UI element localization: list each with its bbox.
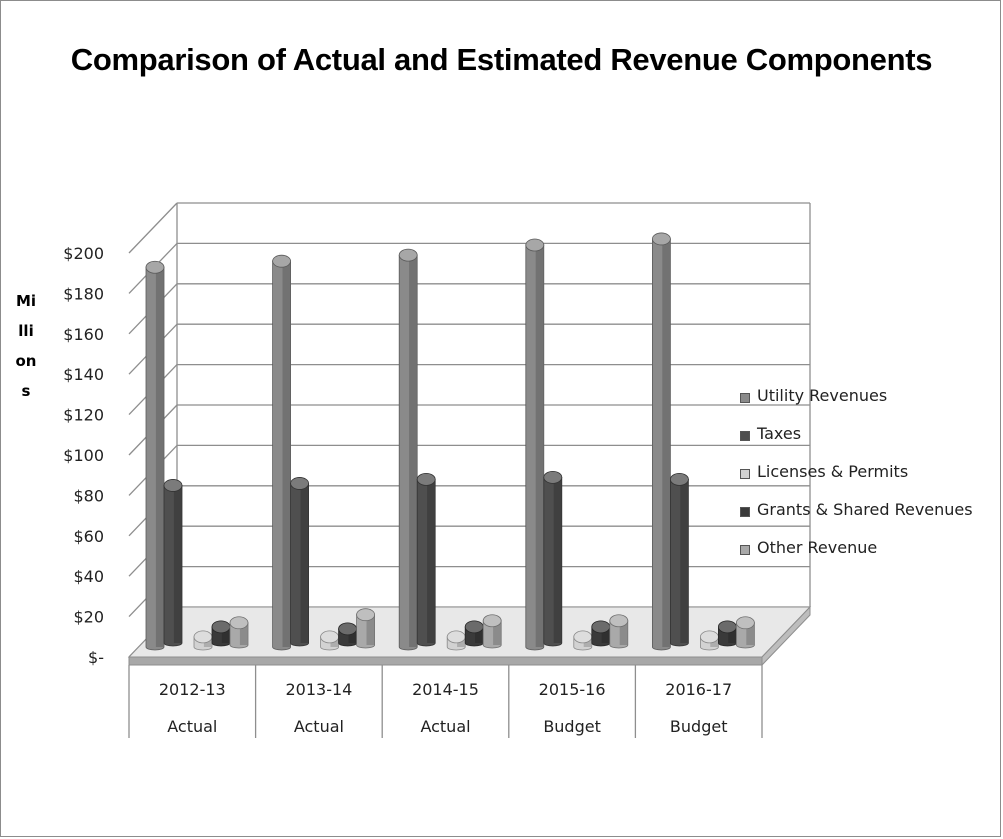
bar-licenses-permits-2016-17-top xyxy=(700,630,719,644)
bar-utility-revenues-2015-16-top xyxy=(525,238,545,252)
legend-label: Taxes xyxy=(757,424,802,443)
y-tick-label: $80 xyxy=(73,486,104,505)
bar-utility-revenues-2012-13-top xyxy=(145,260,165,274)
x-tick-label: 2015-16 xyxy=(539,680,606,699)
y-tick-label: $180 xyxy=(63,284,104,303)
bar-grants-shared-revenues-2012-13-top xyxy=(211,620,231,634)
y-axis-label: Millions xyxy=(15,292,37,400)
bar-grants-shared-revenues-2014-15-top xyxy=(464,620,484,634)
legend-swatch xyxy=(740,507,750,517)
bar-utility-revenues-2014-15-top xyxy=(398,248,418,262)
bar-grants-shared-revenues-2015-16-top xyxy=(591,620,611,634)
bar-taxes-2013-14-top xyxy=(290,477,310,490)
legend-swatch xyxy=(740,393,750,403)
bar-other-revenue-2016-17-top xyxy=(736,616,755,630)
bar-grants-shared-revenues-2013-14-top xyxy=(338,622,358,636)
side-gridline xyxy=(128,202,178,254)
legend-swatch xyxy=(740,545,750,555)
chart-legend: Utility Revenues Taxes Licenses & Permits G… xyxy=(740,386,973,576)
x-tick-label: 2013-14 xyxy=(285,680,352,699)
bar-grants-shared-revenues-2013-14-shade xyxy=(348,628,357,643)
y-tick-label: $100 xyxy=(63,446,104,465)
bar-utility-revenues-2012-13-shade xyxy=(155,267,164,647)
x-tick-label: 2016-17 xyxy=(665,680,732,699)
bar-taxes-2012-13-shade xyxy=(173,485,182,643)
y-tick-label: $120 xyxy=(63,406,104,425)
bar-taxes-2015-16-top xyxy=(543,470,563,484)
legend-item: Taxes xyxy=(740,424,973,462)
chart-title: Comparison of Actual and Estimated Reven… xyxy=(70,42,933,77)
bar-taxes-2015-16-shade xyxy=(553,477,562,643)
bar-grants-shared-revenues-2016-17-top xyxy=(718,620,737,634)
bar-grants-shared-revenues-2012-13-shade xyxy=(221,626,230,643)
legend-item: Grants & Shared Revenues xyxy=(740,500,973,538)
bar-grants-shared-revenues-2016-17-shade xyxy=(728,626,737,643)
x-tick-sublabel: Budget xyxy=(670,717,728,736)
bar-taxes-2014-15-shade xyxy=(427,479,436,643)
bar-grants-shared-revenues-2014-15-shade xyxy=(475,626,484,643)
bar-other-revenue-2015-16-top xyxy=(609,614,629,628)
x-tick-sublabel: Actual xyxy=(167,717,217,736)
y-tick-label: $- xyxy=(88,648,104,667)
bar-utility-revenues-2016-17-shade xyxy=(662,238,671,647)
chart-floor-edge xyxy=(128,656,763,666)
legend-swatch xyxy=(740,469,750,479)
y-tick-label: $40 xyxy=(73,567,104,586)
bar-utility-revenues-2013-14-shade xyxy=(282,261,291,647)
bar-other-revenue-2013-14-shade xyxy=(366,614,375,645)
x-tick-sublabel: Actual xyxy=(420,717,470,736)
bar-utility-revenues-2013-14-top xyxy=(272,254,292,268)
y-tick-label: $140 xyxy=(63,365,104,384)
bar-other-revenue-2014-15-top xyxy=(482,614,502,628)
bar-licenses-permits-2015-16-top xyxy=(573,630,593,644)
y-tick-label: $60 xyxy=(73,527,104,546)
bar-licenses-permits-2012-13-top xyxy=(193,630,213,644)
y-tick-label: $200 xyxy=(63,244,104,263)
legend-item: Utility Revenues xyxy=(740,386,973,424)
bar-grants-shared-revenues-2015-16-shade xyxy=(601,626,610,643)
bar-utility-revenues-2015-16-shade xyxy=(535,245,544,647)
bar-taxes-2012-13-top xyxy=(163,479,183,492)
legend-item: Licenses & Permits xyxy=(740,462,973,500)
y-tick-label: $20 xyxy=(73,608,104,627)
chart-floor-side xyxy=(761,605,811,667)
legend-item: Other Revenue xyxy=(740,538,973,576)
x-tick-label: 2014-15 xyxy=(412,680,479,699)
x-tick-sublabel: Budget xyxy=(543,717,601,736)
bar-other-revenue-2012-13-top xyxy=(229,616,249,630)
bar-utility-revenues-2014-15-shade xyxy=(409,255,418,647)
bar-licenses-permits-2013-14-top xyxy=(320,630,340,644)
bar-utility-revenues-2016-17-top xyxy=(652,232,671,246)
x-tick-label: 2012-13 xyxy=(159,680,226,699)
legend-label: Licenses & Permits xyxy=(757,462,909,481)
legend-label: Utility Revenues xyxy=(757,386,888,405)
bar-other-revenue-2013-14-top xyxy=(356,608,376,622)
bar-taxes-2016-17-shade xyxy=(680,479,689,643)
legend-label: Other Revenue xyxy=(757,538,878,557)
bar-other-revenue-2016-17-shade xyxy=(746,622,755,645)
legend-label: Grants & Shared Revenues xyxy=(757,500,973,519)
bar-taxes-2013-14-shade xyxy=(300,483,309,643)
bar-taxes-2014-15-top xyxy=(416,472,436,486)
x-tick-sublabel: Actual xyxy=(294,717,344,736)
bar-other-revenue-2014-15-shade xyxy=(493,620,502,645)
bar-licenses-permits-2014-15-top xyxy=(446,630,466,644)
legend-swatch xyxy=(740,431,750,441)
bar-other-revenue-2015-16-shade xyxy=(619,620,628,645)
bar-other-revenue-2012-13-shade xyxy=(239,622,248,645)
bar-taxes-2016-17-top xyxy=(670,472,689,486)
y-tick-label: $160 xyxy=(63,325,104,344)
